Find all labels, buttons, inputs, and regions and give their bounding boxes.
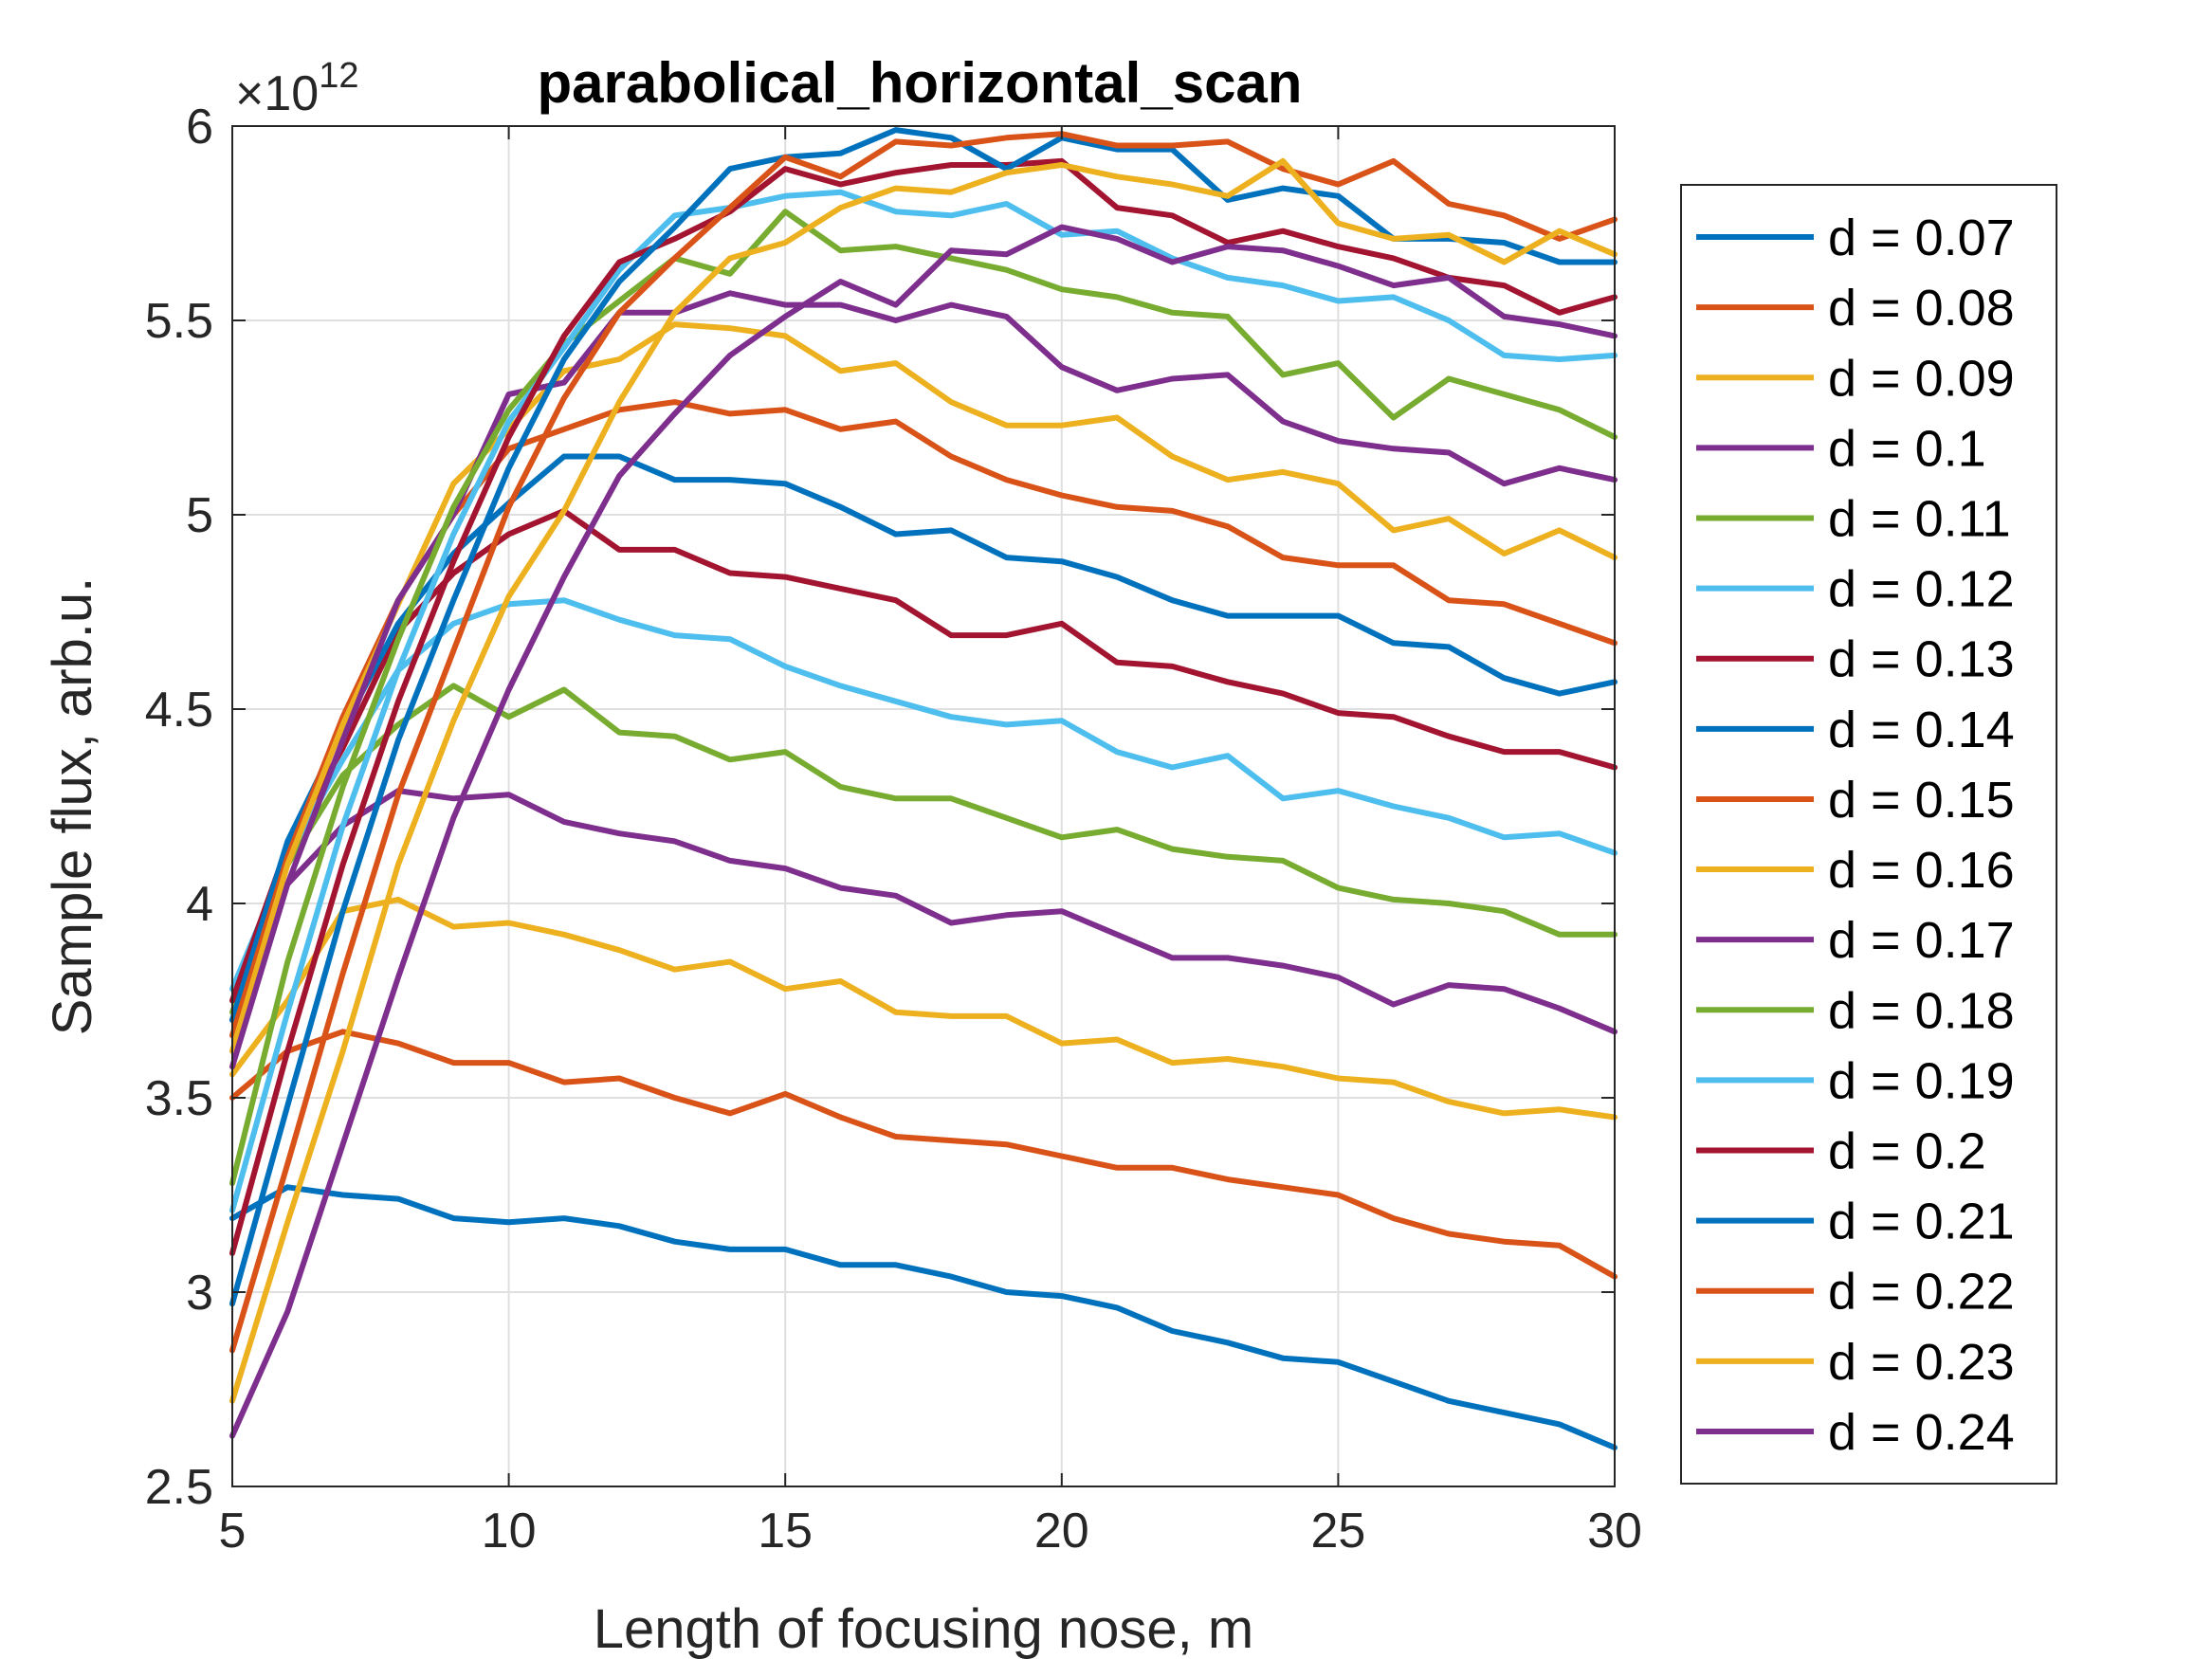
legend-label: d = 0.12 <box>1828 561 2015 618</box>
y-tick-labels: 2.5 3 3.5 4 4.5 5 5.5 6 <box>145 100 213 1515</box>
series-line <box>229 131 1618 1354</box>
y-tick-label: 2.5 <box>145 1460 213 1515</box>
legend-label: d = 0.11 <box>1828 491 2011 548</box>
y-exponent-power: 12 <box>319 56 358 96</box>
y-tick-label: 5.5 <box>145 294 213 349</box>
legend-label: d = 0.08 <box>1828 280 2015 337</box>
x-tick-label: 25 <box>1310 1504 1365 1559</box>
plot-frame <box>231 125 1616 1487</box>
y-exponent-base: ×10 <box>235 66 319 121</box>
legend-label: d = 0.14 <box>1828 702 2015 758</box>
y-tick-label: 4.5 <box>145 683 213 738</box>
series-line <box>229 1184 1618 1450</box>
legend-label: d = 0.2 <box>1828 1123 1986 1180</box>
legend-label: d = 0.1 <box>1828 420 1986 477</box>
series-line <box>229 157 1618 1256</box>
x-axis-label: Length of focusing nose, m <box>594 1598 1253 1659</box>
y-tick-label: 3 <box>186 1266 213 1321</box>
y-axis-label: Sample flux, arb.u. <box>42 577 103 1036</box>
series-lines <box>229 127 1618 1450</box>
series-line <box>229 507 1618 1004</box>
series-line <box>229 127 1618 1307</box>
legend-label: d = 0.23 <box>1828 1334 2015 1391</box>
x-tick-label: 20 <box>1034 1504 1089 1559</box>
plot-area <box>232 126 1615 1486</box>
x-tick-label: 30 <box>1587 1504 1642 1559</box>
legend-label: d = 0.13 <box>1828 631 2015 688</box>
legend-items: d = 0.07 d = 0.08 d = 0.09 d = 0.1 d = 0.11 d… <box>1696 210 2015 1461</box>
series-line <box>229 209 1618 1187</box>
legend-label: d = 0.21 <box>1828 1194 2015 1250</box>
series-line <box>229 399 1618 1039</box>
x-tick-label: 15 <box>758 1504 813 1559</box>
legend-label: d = 0.22 <box>1828 1264 2015 1321</box>
x-tick-labels: 5 10 15 20 25 30 <box>219 1504 1642 1559</box>
legend-label: d = 0.18 <box>1828 982 2015 1039</box>
x-tick-label: 10 <box>482 1504 537 1559</box>
legend-label: d = 0.17 <box>1828 912 2015 969</box>
series-line <box>229 1029 1618 1280</box>
y-tick-label: 3.5 <box>145 1071 213 1126</box>
legend-label: d = 0.24 <box>1828 1404 2015 1461</box>
x-tick-label: 5 <box>219 1504 247 1559</box>
legend-label: d = 0.09 <box>1828 350 2015 407</box>
legend-label: d = 0.16 <box>1828 842 2015 899</box>
chart-title: parabolical_horizontal_scan <box>538 51 1303 115</box>
series-line <box>229 157 1618 1404</box>
axis-ticks <box>231 125 1616 1487</box>
series-line <box>229 321 1618 1054</box>
y-tick-label: 5 <box>186 488 213 543</box>
series-line <box>229 189 1618 1213</box>
series-line <box>229 683 1618 1015</box>
legend-label: d = 0.07 <box>1828 210 2015 266</box>
legend-label: d = 0.15 <box>1828 772 2015 829</box>
legend: d = 0.07 d = 0.08 d = 0.09 d = 0.1 d = 0.11 d… <box>1680 184 2057 1485</box>
y-tick-label: 6 <box>186 100 213 155</box>
y-exponent-label: ×1012 <box>235 56 359 121</box>
series-line <box>229 224 1618 1439</box>
legend-box <box>1680 184 2057 1485</box>
legend-label: d = 0.19 <box>1828 1052 2015 1109</box>
series-line <box>229 896 1618 1121</box>
y-tick-label: 4 <box>186 877 213 932</box>
